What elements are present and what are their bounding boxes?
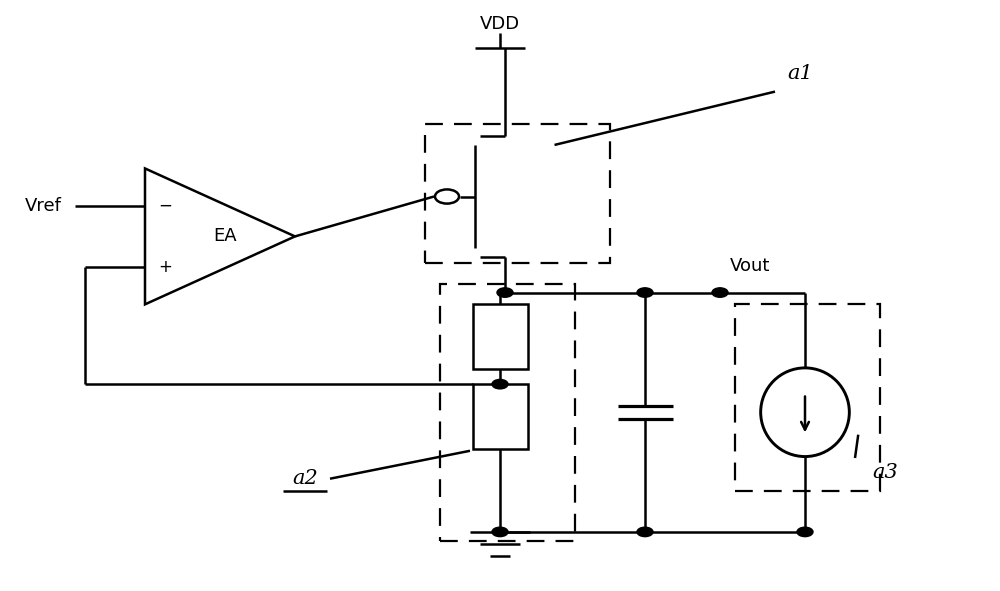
Text: Vout: Vout xyxy=(730,257,770,275)
Bar xyxy=(735,304,880,491)
Text: a1: a1 xyxy=(787,64,813,83)
Text: VDD: VDD xyxy=(480,15,520,33)
Circle shape xyxy=(637,527,653,537)
Circle shape xyxy=(637,288,653,297)
Bar xyxy=(440,284,575,541)
Circle shape xyxy=(797,527,813,537)
Bar xyxy=(473,384,528,449)
Bar xyxy=(473,304,528,369)
Circle shape xyxy=(712,288,728,297)
Bar xyxy=(425,124,610,263)
Text: EA: EA xyxy=(213,228,237,245)
Circle shape xyxy=(497,288,513,297)
Circle shape xyxy=(492,527,508,537)
Text: a2: a2 xyxy=(292,469,318,488)
Text: a3: a3 xyxy=(872,463,898,482)
Text: +: + xyxy=(158,258,172,276)
Text: −: − xyxy=(158,197,172,215)
Text: Vref: Vref xyxy=(25,197,62,215)
Circle shape xyxy=(492,379,508,389)
